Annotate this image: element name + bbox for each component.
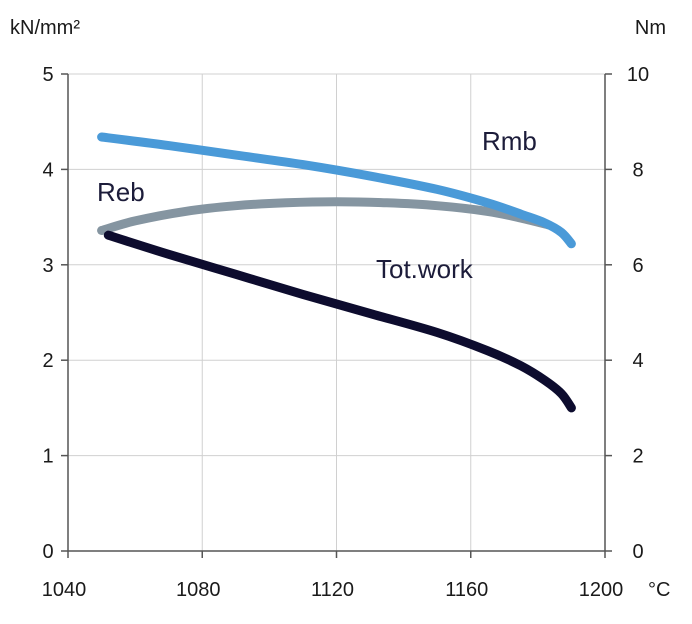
y-right-tick-label: 2 xyxy=(632,446,643,468)
y-right-tick-label: 8 xyxy=(632,159,643,181)
y-left-tick-label: 1 xyxy=(42,446,53,468)
series xyxy=(97,132,576,413)
y-left-tick-label: 3 xyxy=(42,255,53,277)
y-right-tick-label: 0 xyxy=(632,541,643,563)
y-left-tick-label: 0 xyxy=(42,541,53,563)
x-tick-label: 1160 xyxy=(445,579,488,601)
series-line-reb xyxy=(97,197,553,235)
y-right-tick-label: 6 xyxy=(632,255,643,277)
series-label-rmb: Rmb xyxy=(482,126,537,156)
series-line-tot-work xyxy=(103,230,576,413)
x-tick-label: 1200 xyxy=(579,579,624,601)
y-left-tick-label: 4 xyxy=(42,159,53,181)
y-left-tick-label: 5 xyxy=(42,64,53,86)
y-right-tick-label: 10 xyxy=(627,64,649,86)
series-label-tot-work: Tot.work xyxy=(376,254,474,284)
series-label-reb: Reb xyxy=(97,177,145,207)
labels: 0 1 2 3 4 5 0 2 4 6 8 10 1040 1080 1120 1160 1200 Reb Rmb T… xyxy=(42,64,649,601)
y-right-unit: Nm xyxy=(635,17,666,39)
y-left-unit: kN/mm² xyxy=(10,17,80,39)
x-tick-label: 1080 xyxy=(176,579,221,601)
x-tick-label: 1120 xyxy=(311,579,354,601)
x-unit: °C xyxy=(648,579,670,601)
axes xyxy=(61,73,612,558)
y-right-tick-label: 4 xyxy=(632,350,643,372)
series-line-rmb xyxy=(97,132,576,249)
x-tick-label: 1040 xyxy=(42,579,87,601)
y-left-tick-label: 2 xyxy=(42,350,53,372)
